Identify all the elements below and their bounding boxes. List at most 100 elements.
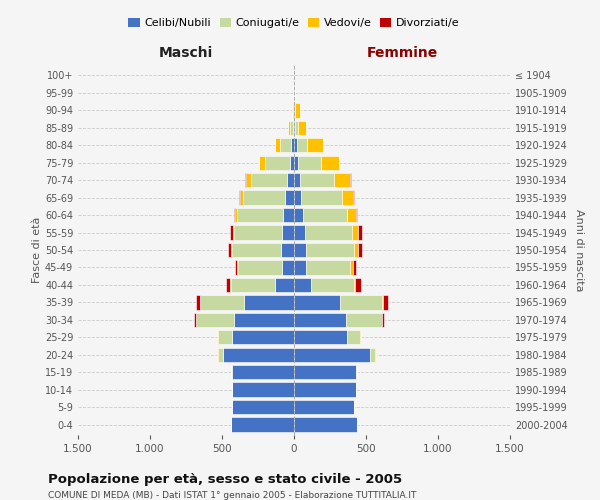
Bar (235, 260, 237, 274)
Bar (200, 295, 244, 310)
Bar (300, 173, 334, 188)
Bar (353, 260, 356, 274)
Y-axis label: Anni di nascita: Anni di nascita (574, 209, 584, 291)
Bar (356, 208, 358, 222)
Bar (298, 120, 305, 135)
Bar (240, 190, 243, 205)
Bar (293, 103, 294, 118)
Bar (294, 156, 298, 170)
Bar (294, 190, 301, 205)
Bar (346, 312, 382, 327)
Bar (234, 226, 282, 239)
Bar (294, 260, 305, 274)
Bar (275, 278, 294, 292)
Bar (235, 208, 237, 222)
Bar (294, 400, 355, 414)
Bar (294, 330, 347, 344)
Bar (292, 103, 293, 118)
Bar (383, 295, 388, 310)
Bar (237, 260, 238, 274)
Bar (294, 243, 305, 257)
Bar (294, 103, 295, 118)
Bar (295, 103, 300, 118)
Text: Popolazione per età, sesso e stato civile - 2005: Popolazione per età, sesso e stato civil… (48, 472, 402, 486)
Bar (353, 190, 354, 205)
Bar (382, 312, 385, 327)
Bar (301, 190, 341, 205)
Bar (218, 330, 232, 344)
Bar (355, 243, 358, 257)
Bar (281, 243, 294, 257)
Bar (233, 208, 235, 222)
Bar (217, 348, 218, 362)
Bar (243, 190, 284, 205)
Bar (230, 418, 294, 432)
Bar (246, 173, 251, 188)
Bar (282, 226, 294, 239)
Bar (265, 156, 290, 170)
Bar (239, 190, 240, 205)
Bar (322, 156, 338, 170)
Bar (294, 382, 356, 397)
Bar (382, 295, 383, 310)
Bar (302, 208, 347, 222)
Bar (294, 120, 295, 135)
Bar (232, 382, 294, 397)
Bar (233, 312, 294, 327)
Bar (251, 173, 287, 188)
Bar (352, 226, 358, 239)
Bar (340, 295, 382, 310)
Bar (196, 295, 200, 310)
Bar (347, 330, 360, 344)
Bar (355, 278, 361, 292)
Bar (232, 365, 294, 380)
Bar (305, 243, 355, 257)
Bar (232, 243, 281, 257)
Bar (223, 348, 294, 362)
Bar (293, 120, 294, 135)
Bar (229, 243, 232, 257)
Bar (284, 190, 294, 205)
Bar (294, 138, 297, 152)
Bar (287, 173, 294, 188)
Bar (334, 173, 350, 188)
Bar (294, 312, 346, 327)
Bar (305, 260, 350, 274)
Bar (283, 208, 294, 222)
Bar (230, 278, 275, 292)
Bar (233, 226, 234, 239)
Bar (232, 400, 294, 414)
Bar (275, 138, 280, 152)
Bar (237, 208, 283, 222)
Bar (287, 120, 290, 135)
Bar (294, 226, 305, 239)
Legend: Celibi/Nubili, Coniugati/e, Vedovi/e, Divorziati/e: Celibi/Nubili, Coniugati/e, Vedovi/e, Di… (124, 13, 464, 32)
Bar (358, 243, 362, 257)
Bar (290, 156, 294, 170)
Text: Maschi: Maschi (159, 46, 213, 60)
Bar (294, 278, 311, 292)
Bar (294, 295, 340, 310)
Text: COMUNE DI MEDA (MB) - Dati ISTAT 1° gennaio 2005 - Elaborazione TUTTITALIA.IT: COMUNE DI MEDA (MB) - Dati ISTAT 1° genn… (48, 491, 416, 500)
Bar (341, 190, 353, 205)
Bar (244, 295, 294, 310)
Bar (283, 260, 294, 274)
Bar (297, 138, 307, 152)
Bar (294, 208, 302, 222)
Bar (358, 226, 362, 239)
Bar (354, 278, 355, 292)
Bar (226, 278, 230, 292)
Bar (294, 418, 358, 432)
Bar (311, 278, 354, 292)
Bar (218, 348, 223, 362)
Bar (194, 312, 196, 327)
Bar (294, 348, 370, 362)
Bar (307, 138, 323, 152)
Y-axis label: Fasce di età: Fasce di età (32, 217, 42, 283)
Text: Femmine: Femmine (367, 46, 437, 60)
Bar (196, 312, 233, 327)
Bar (295, 120, 298, 135)
Bar (294, 365, 356, 380)
Bar (230, 226, 233, 239)
Bar (347, 208, 356, 222)
